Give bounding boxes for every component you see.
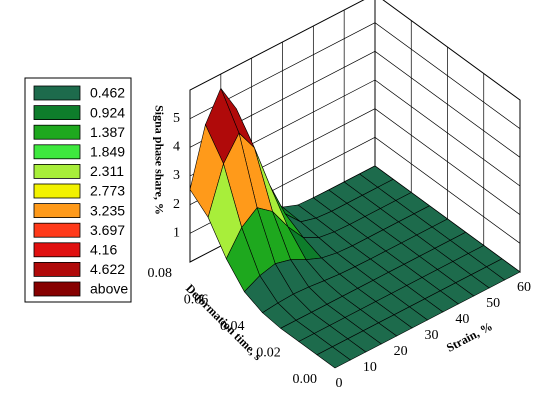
surface — [189, 87, 521, 369]
legend-swatch — [33, 281, 81, 297]
legend-swatch — [33, 124, 81, 140]
legend-label: 1.387 — [90, 124, 125, 140]
y-tick-label: 0.04 — [220, 319, 245, 334]
legend-swatch — [33, 85, 81, 101]
y-tick-label: 0.00 — [293, 372, 318, 387]
z-tick-label: 2 — [173, 197, 180, 212]
legend-label: 4.16 — [90, 242, 117, 258]
y-tick-label: 0.08 — [148, 266, 173, 281]
legend-label: 2.311 — [90, 163, 124, 179]
x-tick-label: 60 — [517, 280, 531, 295]
x-tick-label: 40 — [455, 312, 469, 327]
x-tick-label: 30 — [425, 328, 439, 343]
legend-swatch — [33, 105, 81, 120]
legend-label: 4.622 — [90, 261, 125, 277]
z-tick-label: 1 — [173, 226, 180, 241]
z-tick-label: 3 — [173, 168, 180, 183]
legend-swatch — [33, 203, 81, 219]
legend-swatch — [33, 163, 81, 179]
legend-label: 0.462 — [90, 85, 125, 101]
surface-cell — [316, 346, 351, 369]
y-tick-label: 0.02 — [256, 346, 281, 361]
x-axis-title: Strain, % — [444, 319, 495, 355]
y-tick-label: 0.06 — [184, 293, 209, 308]
legend-label: 2.773 — [90, 183, 125, 199]
x-tick-label: 50 — [486, 296, 500, 311]
legend-swatch — [33, 183, 81, 199]
z-tick-label: 4 — [173, 140, 180, 155]
legend-swatch — [33, 144, 81, 160]
z-tick-label: 5 — [173, 111, 180, 126]
legend-label: 3.235 — [90, 202, 125, 218]
legend-label: above — [90, 281, 128, 297]
x-tick-label: 0 — [336, 376, 343, 391]
z-axis-title: Signa phase share, % — [152, 105, 166, 215]
x-tick-label: 10 — [363, 360, 377, 375]
legend-label: 3.697 — [90, 222, 125, 238]
legend-swatch — [33, 242, 81, 258]
legend-label: 0.924 — [90, 104, 125, 120]
x-tick-label: 20 — [394, 344, 408, 359]
grid-line — [189, 22, 521, 129]
legend-swatch — [33, 261, 81, 277]
legend-swatch — [33, 222, 81, 238]
legend-label: 1.849 — [90, 144, 125, 160]
